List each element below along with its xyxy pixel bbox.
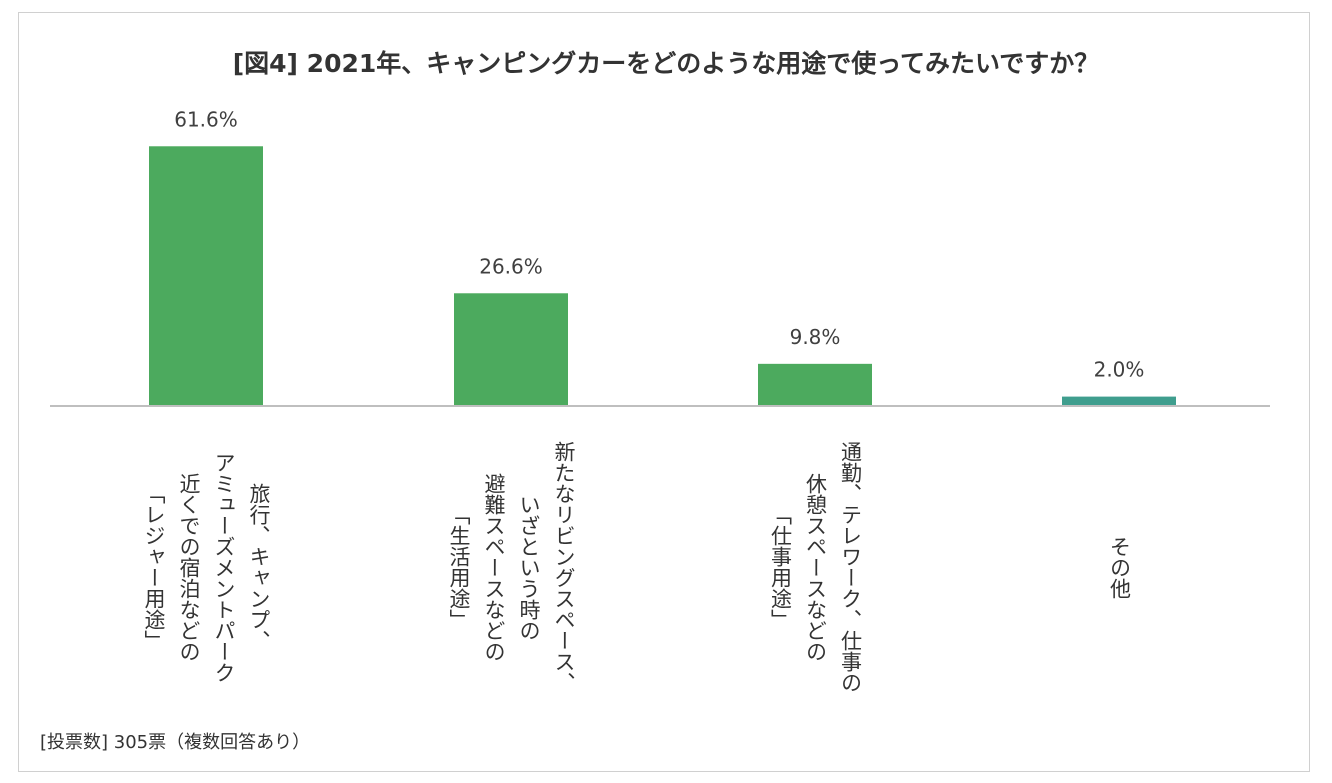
bar-3: [758, 363, 872, 405]
category-label-line: 「レジャー用途」: [142, 483, 166, 651]
category-label-line: その他: [1107, 535, 1132, 599]
category-label-3: 通勤、テレワーク、仕事の 休憩スペースなどの 「仕事用途」: [763, 422, 868, 712]
category-label-4: その他: [1102, 422, 1137, 712]
category-label-line: 「仕事用途」: [768, 504, 793, 630]
chart-frame: [18, 12, 1310, 772]
bar-1: [149, 146, 263, 405]
footnote: [投票数] 305票（複数回答あり）: [40, 732, 311, 753]
data-label-3: 9.8%: [790, 325, 841, 349]
category-label-line: いざという時の: [517, 493, 541, 641]
category-label-line: 「生活用途」: [447, 504, 471, 630]
category-label-line: アミューズメントパーク: [212, 451, 236, 683]
category-label-line: 旅行、キャンプ、: [247, 483, 271, 651]
bar-4: [1062, 396, 1176, 405]
category-label-line: 近くでの宿泊などの: [177, 472, 201, 662]
category-label-1: 旅行、キャンプ、 アミューズメントパーク 近くでの宿泊などの 「レジャー用途」: [136, 422, 276, 712]
bar-2: [454, 293, 568, 405]
category-label-line: 新たなリビングスペース、: [552, 441, 576, 693]
data-label-1: 61.6%: [174, 107, 238, 131]
chart-title: [図4] 2021年、キャンピングカーをどのような用途で使ってみたいですか？: [232, 49, 1100, 78]
category-label-line: 休憩スペースなどの: [803, 472, 828, 662]
data-label-4: 2.0%: [1094, 358, 1145, 382]
category-label-line: 通勤、テレワーク、仕事の: [838, 441, 863, 693]
data-label-2: 26.6%: [479, 254, 543, 278]
category-label-2: 新たなリビングスペース、 いざという時の 避難スペースなどの 「生活用途」: [441, 422, 581, 712]
category-label-line: 避難スペースなどの: [482, 472, 506, 662]
